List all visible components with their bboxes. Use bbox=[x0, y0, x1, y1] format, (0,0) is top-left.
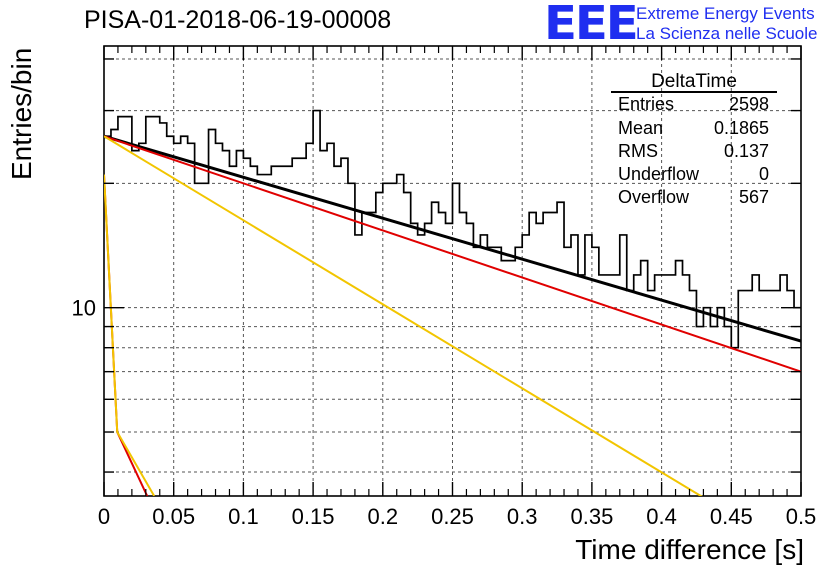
x-tick-label: 0.25 bbox=[431, 504, 474, 529]
x-tick-label: 0.1 bbox=[228, 504, 259, 529]
grid-lines bbox=[104, 46, 801, 496]
x-tick-label: 0.15 bbox=[292, 504, 335, 529]
stats-label-mean: Mean bbox=[618, 118, 663, 138]
fit-curve-1 bbox=[104, 135, 801, 373]
stats-label-overflow: Overflow bbox=[618, 187, 690, 207]
x-tick-label: 0.4 bbox=[646, 504, 677, 529]
stats-label-entries: Entries bbox=[618, 94, 674, 114]
x-tick-label: 0.05 bbox=[152, 504, 195, 529]
stats-label-rms: RMS bbox=[618, 141, 658, 161]
histogram-series bbox=[104, 109, 801, 349]
axis-ticks bbox=[103, 46, 802, 496]
fit-curves bbox=[104, 134, 801, 496]
x-tick-label: 0.35 bbox=[570, 504, 613, 529]
stats-box: DeltaTime Entries 2598 Mean 0.1865 RMS 0… bbox=[611, 71, 777, 207]
y-axis-label: Entries/bin bbox=[6, 47, 37, 180]
plot-title: PISA-01-2018-06-19-00008 bbox=[84, 6, 392, 34]
histogram-bars bbox=[104, 109, 801, 349]
stats-value-mean: 0.1865 bbox=[714, 118, 769, 138]
stats-value-overflow: 567 bbox=[739, 187, 769, 207]
stats-value-rms: 0.137 bbox=[724, 141, 769, 161]
stats-value-entries: 2598 bbox=[729, 94, 769, 114]
y-tick-label: 10 bbox=[72, 296, 96, 321]
stats-label-underflow: Underflow bbox=[618, 164, 700, 184]
fit-curve-0 bbox=[104, 134, 801, 343]
stats-box-name: DeltaTime bbox=[651, 71, 737, 92]
x-tick-label: 0.2 bbox=[368, 504, 399, 529]
x-tick-label: 0.45 bbox=[710, 504, 753, 529]
tick-labels: 0 0.05 0.1 0.15 0.2 0.25 0.3 0.35 0.4 0.45 0.5 10 bbox=[72, 296, 817, 529]
fit-curve-2 bbox=[104, 135, 703, 496]
x-tick-label: 0 bbox=[98, 504, 110, 529]
x-tick-label: 0.5 bbox=[786, 504, 817, 529]
eee-logo: EEE bbox=[544, 0, 639, 50]
logo-caption-line2: La Scienza nelle Scuole bbox=[636, 24, 818, 43]
stats-value-underflow: 0 bbox=[759, 164, 769, 184]
x-tick-label: 0.3 bbox=[507, 504, 538, 529]
fit-curve-4 bbox=[104, 174, 156, 496]
x-axis-label: Time difference [s] bbox=[575, 534, 804, 565]
logo-caption-line1: Extreme Energy Events bbox=[636, 4, 815, 23]
